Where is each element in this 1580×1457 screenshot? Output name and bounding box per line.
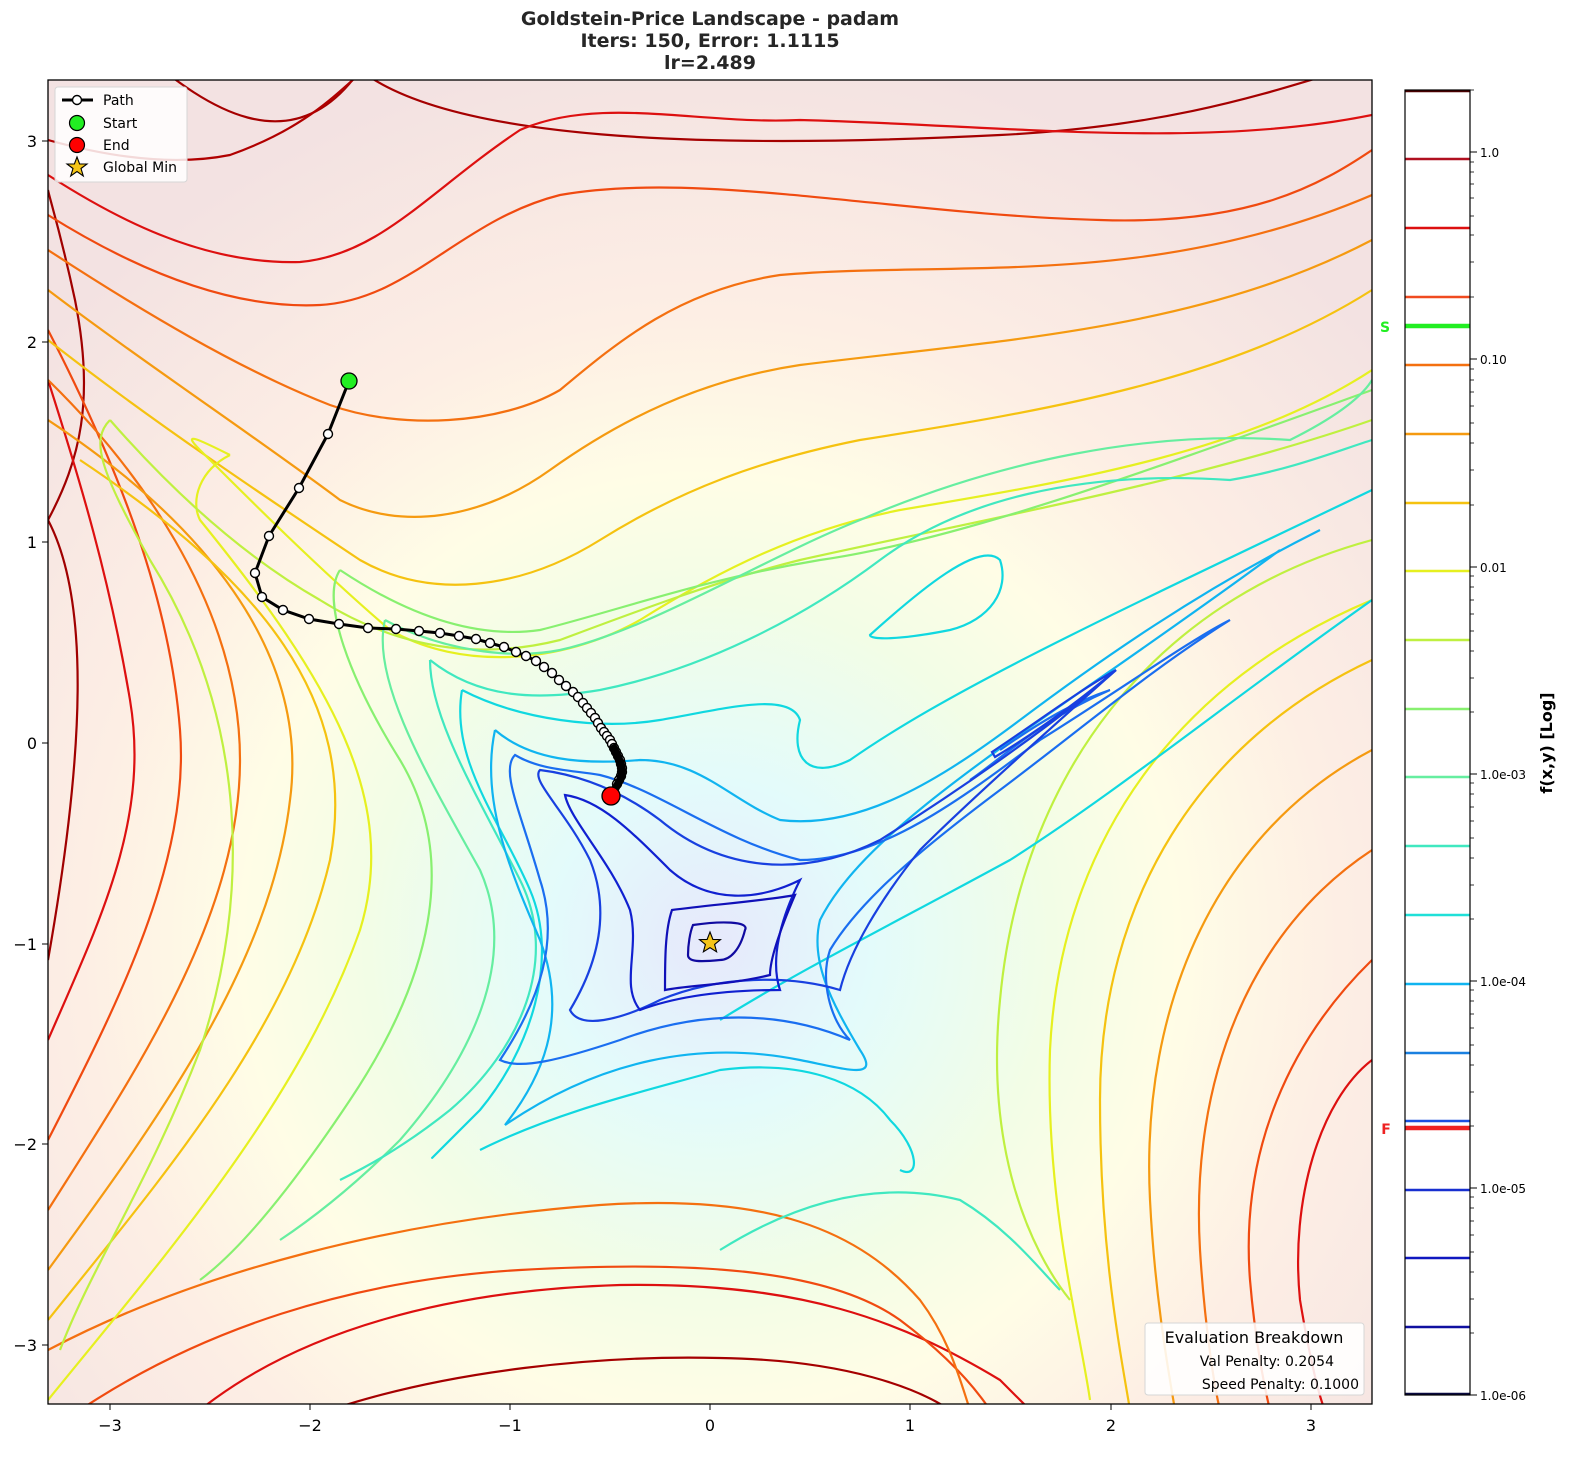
x-axis bbox=[109, 1404, 1312, 1410]
svg-text:1: 1 bbox=[27, 533, 37, 552]
start-marker bbox=[340, 372, 358, 390]
svg-text:−3: −3 bbox=[13, 1336, 37, 1355]
final-level-label: F bbox=[1381, 1122, 1391, 1138]
plot-area bbox=[48, 80, 1372, 1404]
svg-text:0: 0 bbox=[27, 734, 37, 753]
evaluation-title: Evaluation Breakdown bbox=[1165, 1328, 1344, 1347]
svg-text:−1: −1 bbox=[13, 935, 37, 954]
contour-lines bbox=[48, 80, 1372, 1404]
path-legend-icon bbox=[71, 94, 83, 106]
legend-global-min-label: Global Min bbox=[103, 160, 177, 176]
svg-text:2: 2 bbox=[27, 333, 37, 352]
global-min-star bbox=[698, 930, 722, 954]
svg-text:0: 0 bbox=[705, 1416, 715, 1435]
colorbar-label: f(x,y) [Log] bbox=[1537, 692, 1556, 793]
start-level-label: S bbox=[1380, 320, 1390, 336]
val-penalty: Val Penalty: 0.2054 bbox=[1200, 1354, 1334, 1370]
svg-text:−2: −2 bbox=[298, 1416, 322, 1435]
end-legend-icon bbox=[68, 136, 86, 154]
legend-path-label: Path bbox=[103, 93, 134, 109]
title-line-2: Iters: 150, Error: 1.1115 bbox=[580, 30, 840, 52]
colorbar-tick-6: 1.0e-05 bbox=[1480, 1182, 1526, 1196]
speed-penalty: Speed Penalty: 0.1000 bbox=[1202, 1377, 1359, 1393]
start-legend-icon bbox=[68, 114, 86, 132]
end-marker bbox=[601, 786, 621, 806]
legend-end-label: End bbox=[103, 138, 130, 154]
title-line-3: lr=2.489 bbox=[664, 52, 756, 74]
svg-text:1: 1 bbox=[905, 1416, 915, 1435]
svg-text:3: 3 bbox=[27, 132, 37, 151]
colorbar-tick-5: 1.0e-04 bbox=[1480, 975, 1526, 989]
colorbar-tick-2: 0.10 bbox=[1480, 353, 1507, 367]
svg-text:−3: −3 bbox=[98, 1416, 122, 1435]
y-tick-labels: 3 2 1 0 −1 −2 −3 bbox=[13, 132, 37, 1355]
svg-text:−1: −1 bbox=[498, 1416, 522, 1435]
svg-text:3: 3 bbox=[1306, 1416, 1316, 1435]
svg-text:−2: −2 bbox=[13, 1135, 37, 1154]
legend: Path Start End Global Min bbox=[54, 86, 188, 183]
chart-title: Goldstein-Price Landscape - padam Iters:… bbox=[0, 8, 1420, 74]
title-line-1: Goldstein-Price Landscape - padam bbox=[520, 8, 900, 30]
colorbar: 1.0 0.10 0.01 1.0e-03 1.0e-04 1.0e-05 1.… bbox=[1380, 89, 1556, 1403]
svg-text:2: 2 bbox=[1106, 1416, 1116, 1435]
evaluation-breakdown-box: Evaluation Breakdown Val Penalty: 0.2054… bbox=[1144, 1322, 1365, 1396]
colorbar-tick-7: 1.0e-06 bbox=[1480, 1389, 1526, 1403]
colorbar-tick-1: 1.0 bbox=[1480, 146, 1499, 160]
star-legend-icon bbox=[65, 155, 89, 178]
legend-start-label: Start bbox=[103, 116, 138, 132]
colorbar-tick-4: 1.0e-03 bbox=[1480, 768, 1526, 782]
y-axis bbox=[42, 140, 48, 1346]
optimizer-path bbox=[249, 372, 722, 954]
colorbar-tick-3: 0.01 bbox=[1480, 561, 1507, 575]
x-tick-labels: −3 −2 −1 0 1 2 3 bbox=[98, 1416, 1316, 1435]
